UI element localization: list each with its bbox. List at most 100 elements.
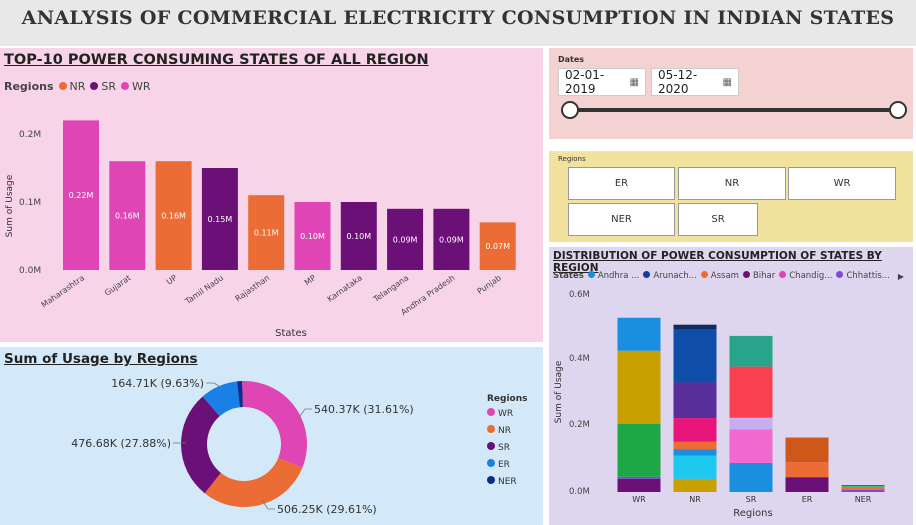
distribution-chart-title: DISTRIBUTION OF POWER CONSUMPTION OF STA…	[553, 250, 882, 274]
y-tick-label: 0.2M	[569, 420, 590, 430]
donut-legend-item-sr[interactable]: SR	[487, 442, 528, 453]
calendar-icon[interactable]: ▦	[722, 76, 732, 88]
legend-item-state[interactable]: Chhattis...	[836, 271, 890, 281]
stack-segment-wr[interactable]	[617, 317, 661, 351]
donut-slice-er[interactable]	[202, 381, 240, 417]
legend-marker-nr	[58, 82, 67, 90]
top10-legend: Regions NR SR WR	[4, 80, 151, 93]
stack-segment-nr[interactable]	[673, 441, 717, 450]
date-slider-end-handle[interactable]	[889, 101, 907, 119]
stack-segment-sr[interactable]	[729, 417, 773, 430]
legend-item-state[interactable]: Andhra ...	[587, 271, 639, 281]
bar-rajasthan[interactable]	[248, 195, 285, 270]
bar-data-label: 0.11M	[254, 229, 279, 238]
region-slicer-label: Regions	[558, 155, 586, 163]
region-button-wr[interactable]: WR	[788, 167, 896, 200]
donut-slice-ner[interactable]	[237, 381, 243, 408]
donut-legend-item-wr[interactable]: WR	[487, 408, 528, 419]
stack-segment-ner[interactable]	[841, 488, 885, 491]
stack-segment-wr[interactable]	[617, 476, 661, 479]
stack-segment-wr[interactable]	[617, 424, 661, 477]
donut-legend-label: ER	[498, 460, 510, 470]
stack-segment-nr[interactable]	[673, 329, 717, 383]
bar-maharashtra[interactable]	[63, 120, 99, 271]
region-button-sr[interactable]: SR	[678, 203, 758, 236]
donut-legend-item-er[interactable]: ER	[487, 459, 528, 470]
bar-data-label: 0.09M	[439, 235, 464, 244]
donut-legend-item-ner[interactable]: NER	[487, 476, 528, 487]
stack-segment-sr[interactable]	[729, 429, 773, 463]
bar-telangana[interactable]	[387, 208, 424, 270]
bar-tamil-nadu[interactable]	[201, 168, 238, 270]
stack-segment-nr[interactable]	[673, 449, 717, 456]
stack-segment-nr[interactable]	[673, 455, 717, 479]
stack-segment-ner[interactable]	[841, 490, 885, 492]
legend-scroll-right-icon[interactable]: ▶	[897, 271, 905, 281]
legend-marker	[742, 271, 750, 278]
region-slicer: Regions ER NR WR NER SR	[549, 151, 913, 242]
stack-segment-sr[interactable]	[729, 462, 773, 492]
stack-segment-wr[interactable]	[617, 350, 661, 425]
bar-data-label: 0.07M	[485, 242, 510, 251]
legend-item-wr[interactable]: WR	[121, 80, 151, 93]
bar-karnataka[interactable]	[340, 202, 377, 270]
stack-segment-ner[interactable]	[841, 485, 885, 487]
donut-slice-sr[interactable]	[181, 396, 221, 494]
legend-item-state[interactable]: Arunach...	[643, 271, 697, 281]
stack-segment-nr[interactable]	[673, 324, 717, 330]
legend-marker	[587, 271, 595, 278]
stack-segment-nr[interactable]	[673, 418, 717, 442]
legend-item-sr[interactable]: SR	[90, 80, 116, 93]
stack-segment-er[interactable]	[785, 437, 829, 463]
region-button-nr[interactable]: NR	[678, 167, 786, 200]
legend-item-state[interactable]: Assam	[700, 271, 739, 281]
region-button-er[interactable]: ER	[568, 167, 675, 200]
bar-gujarat[interactable]	[109, 161, 146, 270]
donut-legend-item-nr[interactable]: NR	[487, 425, 528, 436]
leader-line	[297, 408, 312, 420]
date-slider-track[interactable]	[569, 108, 897, 112]
bar-data-label: 0.09M	[393, 235, 418, 244]
legend-marker	[779, 271, 787, 278]
x-tick-label: Gujarat	[103, 273, 133, 297]
x-tick-label: Karnataka	[326, 273, 364, 304]
stack-segment-sr[interactable]	[729, 335, 773, 367]
stack-segment-wr[interactable]	[617, 478, 661, 492]
calendar-icon[interactable]: ▦	[629, 76, 639, 88]
bar-punjab[interactable]	[479, 222, 516, 270]
x-tick-label: NR	[689, 495, 701, 504]
stack-segment-ner[interactable]	[841, 486, 885, 489]
donut-label-er: 164.71K (9.63%)	[111, 377, 204, 390]
distribution-legend: States Andhra ... Arunach... Assam Bihar…	[553, 271, 904, 281]
stack-segment-nr[interactable]	[673, 382, 717, 419]
stack-segment-nr[interactable]	[673, 478, 717, 492]
end-date-input[interactable]: 05-12-2020 ▦	[651, 68, 739, 96]
donut-slice-wr[interactable]	[242, 381, 307, 468]
stack-segment-er[interactable]	[785, 477, 829, 492]
y-tick-label: 0.0M	[19, 266, 41, 276]
donut-chart-title: Sum of Usage by Regions	[4, 351, 198, 367]
bar-mp[interactable]	[294, 202, 331, 270]
legend-marker	[836, 271, 844, 278]
x-tick-label: Rajasthan	[234, 273, 272, 303]
legend-item-state[interactable]: Bihar	[742, 271, 775, 281]
legend-marker-wr	[121, 82, 130, 90]
legend-label: Assam	[710, 271, 739, 281]
legend-label-wr: WR	[132, 80, 151, 93]
donut-slice-nr[interactable]	[204, 457, 303, 507]
stack-segment-sr[interactable]	[729, 366, 773, 418]
legend-item-state[interactable]: Chandig...	[779, 271, 832, 281]
donut-label-wr: 540.37K (31.61%)	[314, 403, 414, 416]
y-axis-title: Sum of Usage	[5, 174, 15, 237]
leader-line	[261, 499, 275, 510]
region-button-ner[interactable]: NER	[568, 203, 675, 236]
bar-up[interactable]	[155, 161, 192, 270]
start-date-input[interactable]: 02-01-2019 ▦	[558, 68, 646, 96]
donut-legend-label: SR	[498, 443, 510, 453]
date-slider-start-handle[interactable]	[561, 101, 579, 119]
top10-chart-title: TOP-10 POWER CONSUMING STATES OF ALL REG…	[4, 52, 429, 68]
stack-segment-er[interactable]	[785, 462, 829, 478]
x-tick-label: NER	[855, 495, 872, 504]
legend-item-nr[interactable]: NR	[58, 80, 85, 93]
bar-andhra-pradesh[interactable]	[433, 208, 470, 270]
